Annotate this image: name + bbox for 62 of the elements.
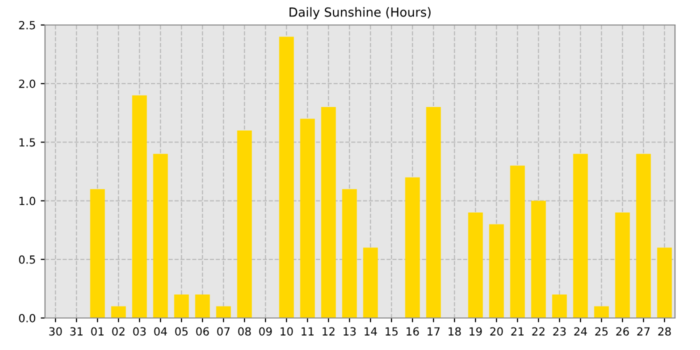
bar: [573, 154, 588, 318]
bar: [195, 294, 210, 318]
y-tick-label: 0.5: [19, 255, 35, 264]
y-tick-label: 2.0: [19, 80, 36, 88]
bar: [111, 306, 126, 318]
x-tick-label: 13: [344, 327, 356, 336]
x-tick-label: 01: [91, 327, 104, 336]
x-tick-label: 19: [470, 327, 482, 336]
chart-title: Daily Sunshine (Hours): [290, 7, 431, 20]
bar: [153, 154, 168, 318]
x-tick-label: 04: [154, 327, 167, 336]
bar: [426, 107, 441, 318]
x-tick-label: 08: [238, 327, 251, 336]
x-tick-label: 25: [595, 327, 608, 336]
x-tick-label: 11: [302, 327, 314, 336]
x-tick-label: 21: [511, 327, 524, 336]
x-tick-label: 17: [428, 327, 440, 336]
x-tick-label: 22: [532, 327, 544, 336]
x-tick-label: 27: [637, 327, 650, 336]
bar: [279, 36, 294, 318]
x-tick-label: 20: [490, 327, 503, 336]
bar: [552, 294, 567, 318]
x-tick-label: 16: [406, 327, 419, 336]
bar: [216, 306, 231, 318]
x-tick-label: 26: [616, 327, 629, 336]
y-tick-label: 1.5: [20, 138, 35, 147]
bar: [468, 212, 483, 318]
bar: [300, 118, 315, 318]
bar: [636, 154, 651, 318]
x-tick-label: 02: [112, 327, 124, 336]
y-tick-label: 1.0: [20, 196, 36, 206]
x-tick-label: 18: [448, 327, 461, 336]
x-tick-label: 31: [70, 327, 83, 336]
bar: [594, 306, 609, 318]
x-tick-label: 10: [280, 327, 293, 336]
bar: [510, 166, 525, 318]
bar: [615, 212, 630, 318]
bar: [237, 130, 252, 318]
bar: [174, 294, 189, 318]
bar: [342, 189, 357, 318]
y-tick-label: 0.0: [19, 314, 36, 322]
bar: [363, 248, 378, 318]
x-tick-label: 06: [196, 327, 209, 336]
x-tick-label: 14: [364, 327, 377, 336]
x-tick-label: 28: [658, 327, 671, 336]
x-tick-label: 15: [386, 327, 398, 336]
x-tick-label: 07: [217, 327, 230, 336]
x-tick-label: 24: [574, 327, 587, 336]
x-tick-label: 05: [175, 327, 188, 336]
bar: [489, 224, 504, 318]
bar: [657, 248, 672, 318]
bar: [531, 200, 546, 318]
y-tick-label: 2.5: [19, 20, 35, 30]
bar: [321, 107, 336, 318]
x-tick-label: 23: [553, 327, 566, 336]
x-tick-label: 12: [322, 327, 334, 336]
bar: [90, 189, 105, 318]
x-tick-label: 09: [259, 327, 272, 336]
bar: [405, 177, 420, 318]
bar: [132, 95, 147, 318]
x-tick-label: 30: [49, 327, 62, 336]
x-tick-label: 03: [133, 327, 146, 336]
